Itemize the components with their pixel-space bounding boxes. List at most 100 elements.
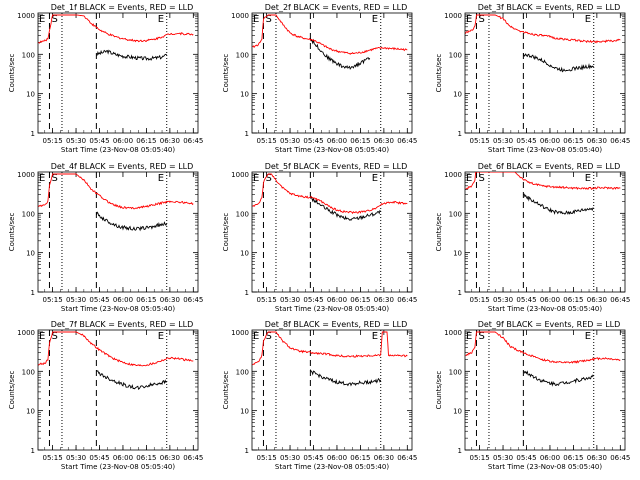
chart-panel: Det_4f BLACK = Events, RED = LLD 1 10 100 10… [8,162,203,313]
chart-title: Det_4f BLACK = Events, RED = LLD [51,162,194,171]
y-tick-label: 100 [236,51,249,59]
x-tick-label: 06:45 [183,296,203,304]
series-red-lld [465,331,621,364]
series-black-events [95,211,168,232]
plot-frame [37,329,199,451]
chart-title: Det_7f BLACK = Events, RED = LLD [51,320,194,329]
y-tick-label: 100 [449,368,462,376]
series-red-lld [252,173,408,215]
y-tick-label: 1 [458,130,462,138]
chart-panel: Det_8f BLACK = Events, RED = LLD 1 10 100 10… [222,320,417,471]
x-tick-label: 06:00 [113,137,133,145]
marker-s: S [51,173,57,184]
x-tick-label: 06:15 [563,137,583,145]
x-tick-label: 06:45 [183,137,203,145]
y-tick-label: 100 [22,368,35,376]
chart-panel: Det_9f BLACK = Events, RED = LLD 1 10 100 10… [435,320,630,471]
x-axis-label: Start Time (23-Nov-08 05:05:40) [488,146,602,154]
marker-e-right: E [372,331,378,342]
marker-e-left: E [253,14,259,25]
x-tick-label: 05:15 [256,137,276,145]
x-tick-label: 06:00 [540,296,560,304]
x-tick-label: 05:15 [256,296,276,304]
y-axis-label: Counts/sec [8,54,16,93]
x-tick-label: 06:15 [136,296,156,304]
x-tick-label: 06:45 [183,454,203,462]
x-tick-label: 06:45 [397,454,417,462]
series-black-events [522,53,594,73]
plot-frame [251,12,413,134]
y-tick-label: 100 [236,210,249,218]
x-tick-label: 05:15 [469,137,489,145]
x-axis-label: Start Time (23-Nov-08 05:05:40) [488,305,602,313]
x-axis-label: Start Time (23-Nov-08 05:05:40) [61,463,175,471]
x-tick-label: 05:30 [493,137,513,145]
y-tick-label: 10 [240,250,249,258]
x-axis-label: Start Time (23-Nov-08 05:05:40) [275,305,389,313]
x-tick-label: 05:15 [256,454,276,462]
marker-e-left: E [39,173,45,184]
chart-title: Det_3f BLACK = Events, RED = LLD [478,3,621,12]
x-tick-label: 06:00 [327,296,347,304]
marker-s: S [265,173,271,184]
x-tick-label: 06:15 [136,454,156,462]
y-axis-label: Counts/sec [222,213,230,252]
marker-e-left: E [253,173,259,184]
series-black-events [309,369,382,387]
x-axis-label: Start Time (23-Nov-08 05:05:40) [61,146,175,154]
x-tick-label: 06:45 [397,296,417,304]
x-tick-label: 05:30 [66,137,86,145]
x-tick-label: 05:45 [516,296,536,304]
series-black-events [309,38,371,70]
x-tick-label: 05:30 [66,296,86,304]
y-axis-label: Counts/sec [435,54,443,93]
plot-frame [464,329,626,451]
y-tick-label: 10 [453,408,462,416]
x-tick-label: 06:15 [563,296,583,304]
x-tick-label: 06:30 [587,137,607,145]
chart-title: Det_2f BLACK = Events, RED = LLD [265,3,408,12]
chart-title: Det_1f BLACK = Events, RED = LLD [51,3,194,12]
x-axis-label: Start Time (23-Nov-08 05:05:40) [275,146,389,154]
x-tick-label: 06:30 [374,137,394,145]
y-tick-label: 10 [26,91,35,99]
y-tick-label: 1000 [231,12,249,20]
y-tick-label: 10 [240,91,249,99]
y-tick-label: 1000 [231,329,249,337]
y-tick-label: 10 [453,250,462,258]
x-tick-label: 06:30 [374,454,394,462]
marker-e-left: E [253,331,259,342]
x-tick-label: 05:45 [89,137,109,145]
y-tick-label: 100 [449,210,462,218]
marker-e-right: E [158,173,164,184]
y-axis-label: Counts/sec [435,213,443,252]
x-axis-label: Start Time (23-Nov-08 05:05:40) [275,463,389,471]
y-tick-label: 1000 [17,171,35,179]
chart-panel: Det_6f BLACK = Events, RED = LLD 1 10 100 10… [435,162,630,313]
y-tick-label: 1000 [17,12,35,20]
chart-panel: Det_5f BLACK = Events, RED = LLD 1 10 100 10… [222,162,417,313]
x-axis-label: Start Time (23-Nov-08 05:05:40) [61,305,175,313]
series-black-events [523,370,595,387]
y-tick-label: 10 [26,408,35,416]
marker-e-left: E [39,331,45,342]
y-tick-label: 1000 [231,171,249,179]
x-tick-label: 06:45 [397,137,417,145]
y-tick-label: 1000 [444,171,462,179]
x-tick-label: 06:15 [350,296,370,304]
x-tick-label: 05:15 [42,296,62,304]
marker-s: S [265,331,271,342]
marker-s: S [51,14,57,25]
marker-e-right: E [158,331,164,342]
x-axis-label: Start Time (23-Nov-08 05:05:40) [488,463,602,471]
y-tick-label: 100 [236,368,249,376]
x-tick-label: 06:15 [350,137,370,145]
x-tick-label: 05:45 [516,454,536,462]
x-tick-label: 05:45 [516,137,536,145]
y-tick-label: 10 [240,408,249,416]
y-axis-label: Counts/sec [8,371,16,410]
chart-panel: Det_3f BLACK = Events, RED = LLD 1 10 100 10… [435,3,630,154]
chart-title: Det_6f BLACK = Events, RED = LLD [478,162,621,171]
plot-frame [464,171,626,293]
